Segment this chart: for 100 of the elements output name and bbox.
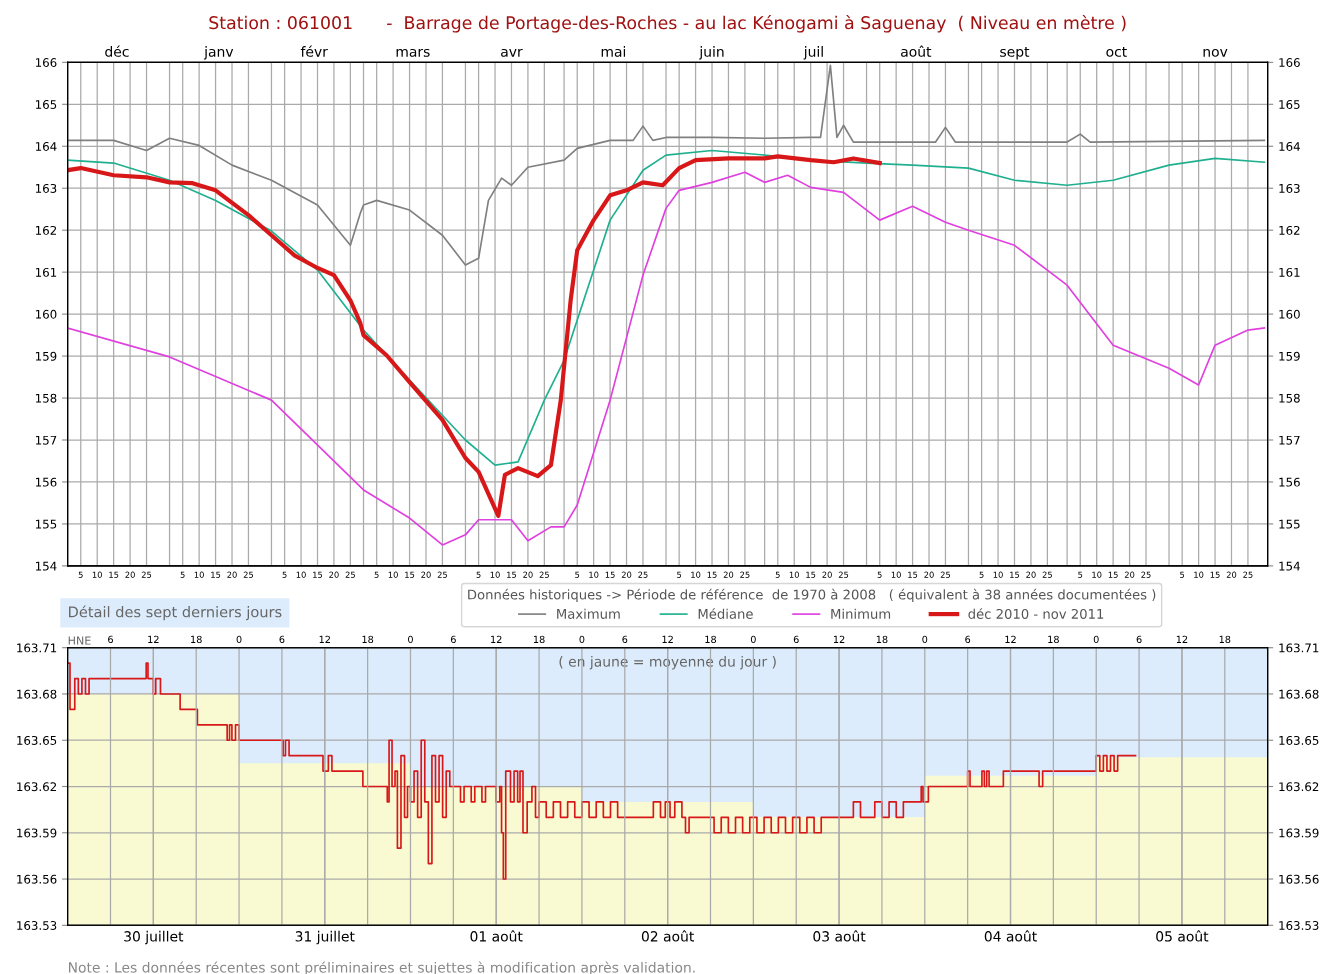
x-tick-label: 10 bbox=[296, 571, 306, 578]
x2-tick-label: 12 bbox=[1005, 635, 1016, 643]
y-tick-label: 163.59 bbox=[17, 828, 57, 838]
x2-axis-title: HNE bbox=[68, 636, 91, 645]
y2-tick-label: 158 bbox=[1279, 393, 1300, 403]
x-tick-label: 15 bbox=[1108, 571, 1118, 578]
x-tick-label: 10 bbox=[1092, 571, 1102, 578]
legend-label: Minimum bbox=[831, 608, 891, 619]
x-tick-label: 01 août bbox=[470, 930, 523, 942]
x-tick-label: 25 bbox=[539, 571, 549, 578]
x2-tick-label: 0 bbox=[750, 635, 756, 644]
x2-tick-label: 18 bbox=[362, 635, 374, 644]
x-tick-label: 20 bbox=[125, 571, 135, 578]
y-tick-label: 163.62 bbox=[17, 782, 57, 792]
x-tick-label: 15 bbox=[908, 571, 918, 578]
y-tick-label: 157 bbox=[35, 435, 57, 445]
y-tick-label: 159 bbox=[35, 351, 57, 361]
x2-tick-label: 12 bbox=[148, 635, 159, 643]
x-tick-label: 25 bbox=[437, 571, 447, 578]
x-tick-label: 02 août bbox=[641, 930, 694, 942]
x-tick-label: 20 bbox=[1124, 571, 1135, 578]
line-series bbox=[67, 154, 882, 519]
x-tick-label: 5 bbox=[476, 571, 481, 578]
y-tick-label: 162 bbox=[35, 225, 57, 235]
x-tick-label: 15 bbox=[211, 571, 221, 578]
x-tick-label: 25 bbox=[1243, 571, 1253, 578]
y-tick-label: 166 bbox=[35, 58, 57, 67]
x2-tick-label: mars bbox=[396, 48, 430, 57]
x-tick-label: 15 bbox=[605, 571, 615, 578]
x2-tick-label: nov bbox=[1203, 48, 1228, 57]
y2-tick-label: 165 bbox=[1279, 100, 1300, 109]
x-tick-label: 25 bbox=[838, 571, 849, 578]
x-tick-label: 10 bbox=[194, 571, 204, 578]
x-tick-label: 15 bbox=[1210, 571, 1220, 578]
x2-tick-label: 6 bbox=[793, 635, 799, 644]
x2-tick-label: 12 bbox=[833, 635, 845, 643]
x-tick-label: 25 bbox=[345, 571, 355, 578]
x2-tick-label: juil bbox=[803, 46, 823, 60]
x-tick-label: 25 bbox=[243, 571, 254, 578]
x-tick-label: 20 bbox=[329, 571, 339, 578]
y2-tick-label: 163.53 bbox=[1279, 921, 1319, 930]
x-tick-label: 20 bbox=[523, 571, 533, 578]
x-tick-label: 10 bbox=[490, 571, 500, 578]
x2-tick-label: 12 bbox=[1176, 635, 1188, 643]
y-tick-label: 158 bbox=[35, 393, 57, 403]
y-tick-label: 163.53 bbox=[17, 921, 57, 930]
y2-tick-label: 163.62 bbox=[1279, 782, 1319, 792]
x-tick-label: 5 bbox=[775, 571, 780, 578]
x-tick-label: 5 bbox=[1180, 571, 1185, 578]
y2-tick-label: 159 bbox=[1279, 351, 1300, 361]
x-tick-label: 15 bbox=[806, 571, 816, 578]
y2-tick-label: 163.56 bbox=[1279, 874, 1319, 884]
legend-title: Données historiques -> Période de référence de 1970 à 2008 ( équivalent à 38 années documentées ) bbox=[468, 588, 1156, 603]
y2-tick-label: 163 bbox=[1279, 183, 1300, 193]
line-series bbox=[67, 171, 1266, 546]
x-tick-label: 25 bbox=[940, 571, 951, 578]
x-tick-label: 20 bbox=[924, 571, 934, 578]
x-tick-label: 04 août bbox=[984, 930, 1037, 942]
x2-tick-label: 18 bbox=[705, 635, 717, 644]
x2-tick-label: déc bbox=[105, 45, 129, 57]
x2-tick-label: 6 bbox=[279, 635, 285, 644]
x-tick-label: 5 bbox=[677, 571, 682, 578]
x2-tick-label: 0 bbox=[1093, 635, 1099, 644]
x-tick-label: 10 bbox=[993, 571, 1003, 578]
y2-tick-label: 163.71 bbox=[1279, 643, 1319, 653]
x-tick-label: 30 juillet bbox=[124, 930, 184, 945]
x2-tick-label: avr bbox=[501, 48, 523, 57]
y2-tick-label: 163.65 bbox=[1279, 735, 1319, 745]
y2-tick-label: 160 bbox=[1279, 309, 1300, 319]
x-tick-label: 15 bbox=[109, 571, 119, 578]
y-tick-label: 163 bbox=[35, 183, 57, 193]
legend-label: déc 2010 - nov 2011 bbox=[968, 608, 1104, 619]
x-tick-label: 10 bbox=[789, 571, 799, 578]
x-tick-label: 20 bbox=[621, 571, 632, 578]
x-tick-label: 5 bbox=[877, 571, 882, 578]
x-tick-label: 03 août bbox=[813, 930, 866, 942]
x-tick-label: 20 bbox=[1226, 571, 1237, 578]
y-tick-label: 160 bbox=[35, 309, 57, 319]
y-tick-label: 163.65 bbox=[17, 735, 57, 745]
x-tick-label: 10 bbox=[891, 571, 901, 578]
x2-tick-label: 0 bbox=[579, 635, 585, 644]
x-tick-label: 25 bbox=[740, 571, 750, 578]
x-tick-label: 25 bbox=[638, 571, 648, 578]
x-tick-label: 10 bbox=[92, 571, 102, 578]
legend-label: Médiane bbox=[698, 608, 753, 619]
x2-tick-label: 18 bbox=[1219, 635, 1231, 644]
x-tick-label: 5 bbox=[575, 571, 580, 578]
x-tick-label: 5 bbox=[180, 571, 185, 578]
x2-tick-label: juin bbox=[699, 46, 724, 60]
x-tick-label: 10 bbox=[691, 571, 701, 578]
x-tick-label: 10 bbox=[589, 571, 599, 578]
x2-tick-label: 12 bbox=[319, 635, 330, 643]
x-tick-label: 20 bbox=[421, 571, 431, 578]
y-tick-label: 154 bbox=[35, 561, 57, 571]
y2-tick-label: 164 bbox=[1279, 141, 1300, 151]
chart-title: Station : 061001 - Barrage de Portage-des-Roches - au lac Kénogami à Saguenay ( Niveau en mètre ) bbox=[209, 15, 1126, 33]
y2-tick-label: 154 bbox=[1279, 561, 1300, 571]
x2-tick-label: 18 bbox=[876, 635, 888, 644]
x2-tick-label: 6 bbox=[622, 635, 628, 644]
x2-tick-label: août bbox=[901, 45, 932, 57]
